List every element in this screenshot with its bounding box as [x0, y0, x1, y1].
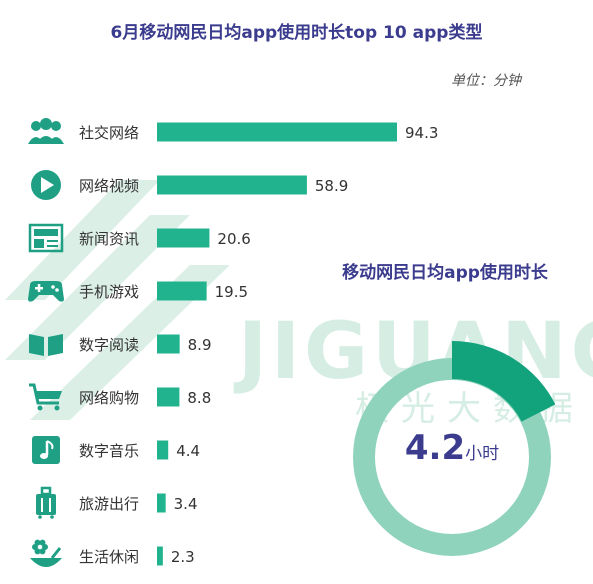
- music-icon: [32, 436, 60, 464]
- category-label: 生活休闲: [79, 548, 139, 566]
- bar: [157, 493, 166, 513]
- bar-row: 手机游戏 19.5: [28, 281, 248, 302]
- donut-value-unit: 小时: [465, 444, 500, 464]
- bar-row: 新闻资讯 20.6: [28, 223, 251, 253]
- category-label: 新闻资讯: [79, 230, 139, 248]
- value-label: 2.3: [171, 548, 195, 566]
- category-label: 手机游戏: [79, 283, 139, 301]
- unit-label: 单位：分钟: [451, 73, 521, 89]
- donut-value-number: 4.2: [404, 428, 466, 468]
- donut-highlight-segment: [452, 341, 556, 422]
- category-label: 网络视频: [79, 177, 139, 195]
- bar: [157, 440, 169, 460]
- value-label: 8.9: [188, 336, 212, 354]
- category-label: 社交网络: [79, 124, 139, 142]
- bar-row: 数字音乐 4.4: [32, 436, 200, 464]
- value-label: 4.4: [176, 442, 200, 460]
- value-label: 8.8: [187, 389, 211, 407]
- bar: [157, 122, 397, 142]
- people-icon: [28, 118, 64, 144]
- bar-row: 旅游出行 3.4: [36, 486, 198, 519]
- leisure-icon: [30, 539, 62, 567]
- chart-title: 6月移动网民日均app使用时长top 10 app类型: [110, 23, 483, 43]
- bar-row: 网络购物 8.8: [29, 383, 211, 411]
- bar: [157, 387, 180, 407]
- bar-row: 数字阅读 8.9: [29, 334, 212, 356]
- donut-title: 移动网民日均app使用时长: [342, 263, 548, 283]
- bar-row: 网络视频 58.9: [31, 170, 348, 200]
- value-label: 3.4: [174, 495, 198, 513]
- category-label: 数字阅读: [79, 336, 139, 354]
- value-label: 20.6: [217, 230, 250, 248]
- category-label: 旅游出行: [79, 495, 139, 513]
- bar: [157, 175, 307, 195]
- news-icon: [28, 223, 64, 253]
- bar: [157, 334, 180, 354]
- donut-value: 4.2小时: [352, 428, 552, 468]
- bar: [157, 546, 163, 566]
- jiguang-logo-mark: [5, 180, 230, 420]
- value-label: 19.5: [215, 283, 248, 301]
- cart-icon: [29, 383, 62, 411]
- bar: [157, 228, 210, 248]
- bar-row: 生活休闲 2.3: [30, 539, 195, 567]
- value-label: 58.9: [315, 177, 348, 195]
- bar-row: 社交网络 94.3: [28, 118, 438, 144]
- value-label: 94.3: [405, 124, 438, 142]
- play-icon: [31, 170, 61, 200]
- luggage-icon: [36, 486, 56, 519]
- category-label: 网络购物: [79, 389, 139, 407]
- gamepad-icon: [28, 281, 64, 302]
- bar: [157, 281, 207, 301]
- book-icon: [29, 334, 63, 356]
- category-label: 数字音乐: [79, 442, 139, 460]
